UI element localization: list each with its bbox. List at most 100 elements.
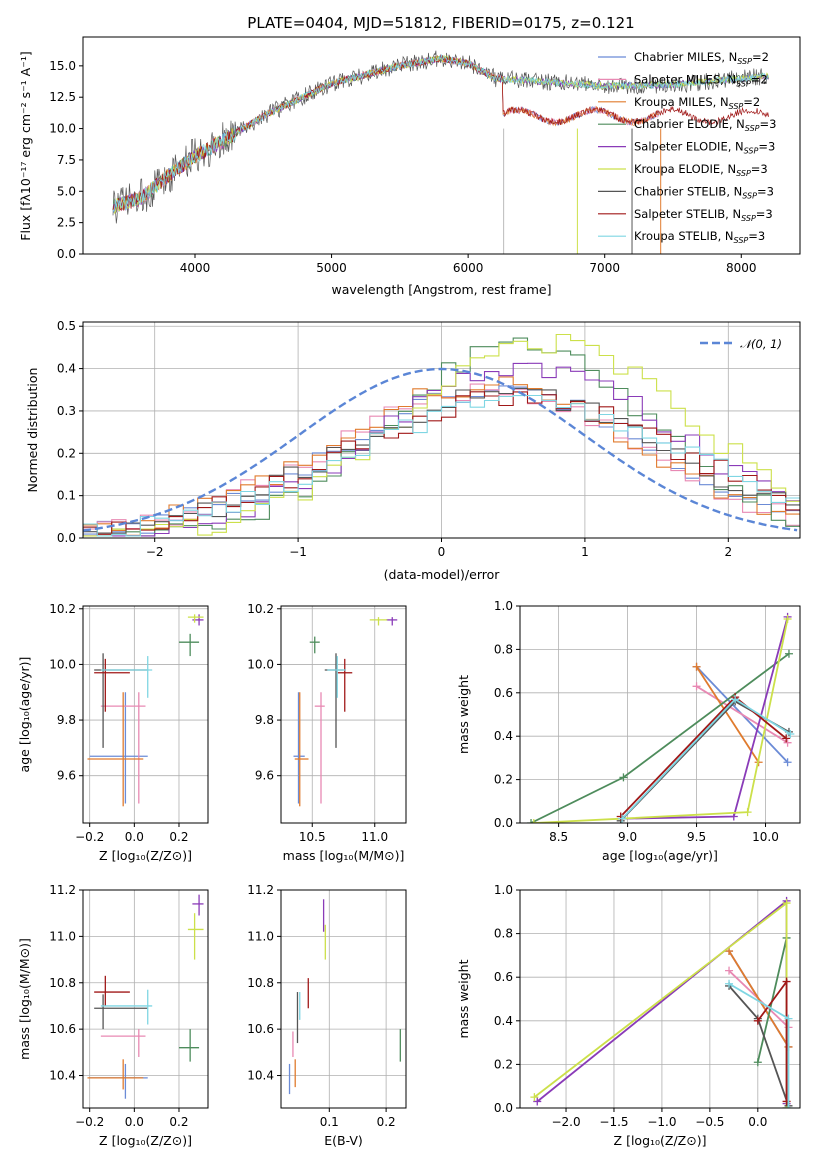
series-marker <box>725 966 734 975</box>
histogram-x-tick-label: 1 <box>581 545 589 559</box>
age-vs-Z-y-tick-label: 9.6 <box>57 769 76 783</box>
legend-entry-kroupa-elodie: Kroupa ELODIE, NSSP=3 <box>634 162 768 178</box>
mass-weight-vs-age-y-tick-label: 1.0 <box>494 599 513 613</box>
mass-weight-vs-Z-y-tick-label: 0.2 <box>494 1057 513 1071</box>
histogram-x-tick-label: 2 <box>724 545 732 559</box>
axes-frame <box>82 321 801 539</box>
mass-weight-vs-age-x-tick-label: 8.5 <box>549 830 568 844</box>
series-marker <box>783 758 792 767</box>
mass-vs-ebv-panel: 0.1 0.2 10.4 10.6 10.8 11.0 11.2 E(B-V) <box>247 883 407 1148</box>
mass-vs-ebv-x-tick-label: 0.2 <box>377 1115 396 1129</box>
series-marker <box>783 738 792 747</box>
mass-weight-vs-age-y-tick-label: 0.2 <box>494 773 513 787</box>
histogram-kroupa-stelib <box>83 394 800 537</box>
point-salpeter-stelib <box>94 975 130 1006</box>
legend-entry-chabrier-elodie: Chabrier ELODIE, NSSP=3 <box>634 117 776 133</box>
histogram-salpeter-stelib <box>83 391 800 537</box>
spectrum-x-tick-label: 8000 <box>726 261 757 275</box>
legend: Chabrier MILES, NSSP=2 Salpeter MILES, NS… <box>598 50 776 245</box>
histogram-y-tick-label: 0.5 <box>57 319 76 333</box>
histogram-y-tick-label: 0.1 <box>57 489 76 503</box>
series-marker <box>753 1058 762 1067</box>
point-kroupa-stelib <box>100 989 153 1025</box>
x-axis-label: age [log₁₀(age/yr)] <box>602 848 718 863</box>
series-marker <box>533 1097 542 1106</box>
point-kroupa-elodie <box>369 617 388 626</box>
mass-vs-ebv-y-tick-label: 10.4 <box>247 1069 274 1083</box>
point-chabrier-stelib <box>94 994 148 1030</box>
axes-frame <box>82 605 209 824</box>
point-kroupa-elodie <box>187 913 204 960</box>
series-kroupa-stelib <box>725 979 793 1108</box>
mass-vs-ebv-y-tick-label: 11.2 <box>247 883 274 897</box>
mass-vs-ebv-y-tick-label: 10.8 <box>247 976 274 990</box>
spectrum-y-tick-label: 12.5 <box>49 90 76 104</box>
spectrum-x-tick-label: 4000 <box>180 261 211 275</box>
spectrum-y-tick-label: 10.0 <box>49 122 76 136</box>
mass-weight-vs-Z-x-tick-label: −1.5 <box>599 1115 628 1129</box>
series-kroupa-stelib <box>618 695 795 823</box>
mass-weight-vs-age-y-tick-label: 0.6 <box>494 686 513 700</box>
point-kroupa-stelib <box>100 656 153 698</box>
series-marker <box>527 819 536 823</box>
series-marker <box>618 814 627 823</box>
histogram-x-tick-label: 0 <box>438 545 446 559</box>
mass-weight-vs-Z-y-tick-label: 0.4 <box>494 1014 513 1028</box>
axes-frame <box>82 36 801 255</box>
legend-entry-salpeter-elodie: Salpeter ELODIE, NSSP=3 <box>634 140 775 156</box>
series-marker <box>784 649 793 658</box>
series-marker <box>743 808 752 817</box>
series-marker <box>529 819 538 823</box>
series-salpeter-miles <box>692 682 792 747</box>
mass-vs-ebv-x-tick-label: 0.1 <box>320 1115 339 1129</box>
series-marker <box>784 1014 793 1023</box>
mass-vs-Z-x-tick-label: −0.2 <box>75 1115 104 1129</box>
series-line <box>696 685 789 744</box>
histogram-kroupa-elodie <box>83 333 800 537</box>
point-chabrier-elodie <box>178 1029 200 1062</box>
age-vs-mass-y-tick-label: 9.6 <box>255 769 274 783</box>
series-marker <box>692 682 701 691</box>
spectrum-x-tick-label: 6000 <box>453 261 484 275</box>
legend-entry-chabrier-miles: Chabrier MILES, NSSP=2 <box>634 50 769 66</box>
series-marker <box>782 977 791 986</box>
axes-frame <box>280 605 407 824</box>
point-salpeter-miles <box>314 692 325 804</box>
mass-weight-vs-metallicity-panel: −2.0 −1.5 −1.0 −0.5 0.0 0.0 0.2 0.4 0.6 0.8 1.0 Z [… <box>456 883 801 1148</box>
mass-weight-vs-age-y-tick-label: 0.0 <box>494 816 513 830</box>
series-line <box>695 666 760 763</box>
series-marker <box>731 695 740 704</box>
series-marker <box>729 812 738 821</box>
mass-weight-vs-Z-y-tick-label: 0.8 <box>494 927 513 941</box>
series-marker <box>753 1016 762 1025</box>
legend-entry-salpeter-miles: Salpeter MILES, NSSP=2 <box>634 72 768 88</box>
mass-vs-Z-y-tick-label: 10.4 <box>49 1069 76 1083</box>
series-marker <box>783 615 792 624</box>
axes-frame <box>519 889 801 1109</box>
histogram-x-tick-label: −2 <box>146 545 164 559</box>
x-axis-label: (data-model)/error <box>384 567 501 582</box>
mass-vs-Z-y-tick-label: 10.6 <box>49 1022 76 1036</box>
x-axis-label: wavelength [Angstrom, rest frame] <box>331 282 551 297</box>
age-vs-Z-x-tick-label: 0.0 <box>125 830 144 844</box>
spectrum-x-tick-label: 7000 <box>589 261 620 275</box>
mass-weight-vs-Z-y-tick-label: 0.0 <box>494 1101 513 1115</box>
point-salpeter-miles <box>100 1029 146 1057</box>
age-vs-mass-y-tick-label: 10.0 <box>247 657 274 671</box>
series-marker <box>782 734 791 743</box>
histogram-x-tick-label: −1 <box>289 545 307 559</box>
spectrum-line-kroupa-stelib <box>112 53 769 212</box>
series-marker <box>725 979 734 988</box>
y-axis-label: mass weight <box>456 675 471 754</box>
residual-histogram-panel: −2 −1 0 1 2 0.0 0.1 0.2 0.3 0.4 0.5 (data-model)/er… <box>25 319 801 582</box>
mass-vs-Z-x-tick-label: 0.0 <box>125 1115 144 1129</box>
legend-entry-salpeter-stelib: Salpeter STELIB, NSSP=3 <box>634 207 773 223</box>
point-kroupa-miles <box>87 692 144 807</box>
spectrum-y-tick-label: 0.0 <box>57 247 76 261</box>
age-vs-Z-y-tick-label: 10.0 <box>49 657 76 671</box>
age-vs-mass-panel: 10.5 11.0 9.6 9.8 10.0 10.2 mass [log₁₀(M/M⊙)] <box>247 602 407 863</box>
legend-entry-kroupa-miles: Kroupa MILES, NSSP=2 <box>634 95 760 111</box>
age-vs-Z-x-tick-label: −0.2 <box>75 830 104 844</box>
mass-vs-Z-y-tick-label: 10.8 <box>49 976 76 990</box>
legend-entry-normal: 𝒩(0, 1) <box>740 337 782 351</box>
